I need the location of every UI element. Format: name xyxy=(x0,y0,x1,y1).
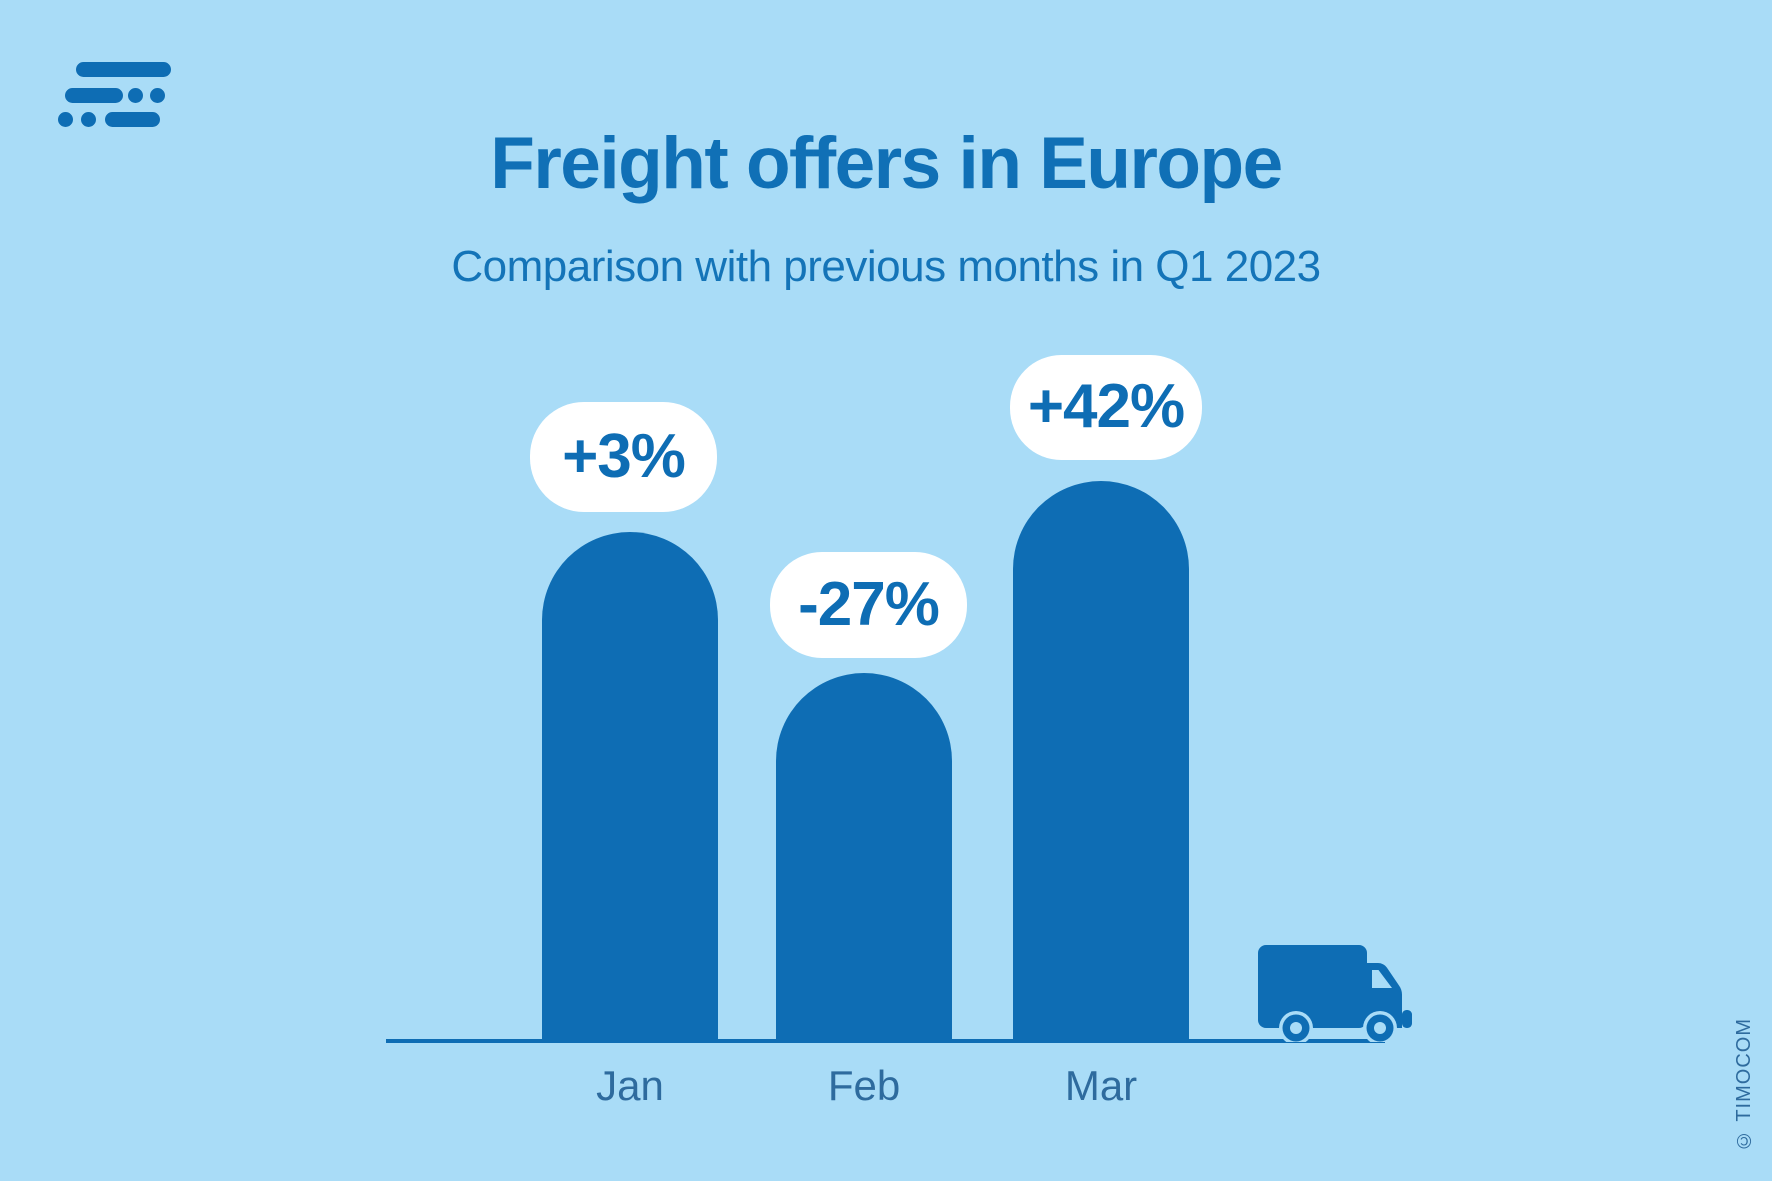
timocom-logo-icon xyxy=(58,62,171,127)
page-title: Freight offers in Europe xyxy=(490,123,1283,204)
axis-label-mar: Mar xyxy=(1064,1062,1138,1109)
x-axis-line xyxy=(386,1039,1385,1043)
truck-icon xyxy=(1258,945,1412,1042)
value-bubble-feb: -27% xyxy=(770,552,967,658)
axis-label-feb: Feb xyxy=(827,1062,901,1109)
bar-jan xyxy=(542,532,718,1042)
bar-feb xyxy=(776,673,952,1042)
axis-label-jan: Jan xyxy=(596,1062,664,1109)
value-label-feb: -27% xyxy=(798,569,940,639)
value-bubble-mar: +42% xyxy=(1010,355,1202,460)
value-label-mar: +42% xyxy=(1027,372,1185,441)
value-label-jan: +3% xyxy=(562,421,686,491)
value-bubble-jan: +3% xyxy=(530,402,717,512)
page-subtitle: Comparison with previous months in Q1 20… xyxy=(451,242,1321,291)
bar-mar xyxy=(1013,481,1189,1042)
copyright-text: © TIMOCOM xyxy=(1733,1018,1755,1151)
